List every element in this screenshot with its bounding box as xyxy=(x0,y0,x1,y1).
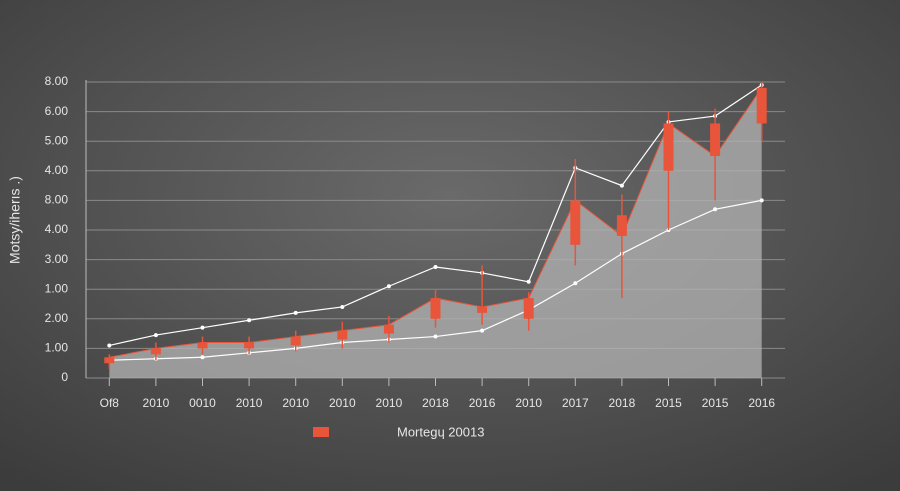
x-tick-label: 2010 xyxy=(236,396,263,410)
candle-body xyxy=(104,357,115,364)
x-tick-label: 2018 xyxy=(609,396,636,410)
x-tick-label: 0010 xyxy=(189,396,216,410)
x-tick-label: Of8 xyxy=(100,396,120,410)
trend-point xyxy=(526,279,531,284)
candle-body xyxy=(197,342,208,349)
y-tick-label: 0 xyxy=(61,370,68,384)
candle-body xyxy=(290,336,301,346)
trend-point xyxy=(480,328,485,333)
candle-body xyxy=(337,330,348,340)
trend-point xyxy=(293,310,298,315)
candle-body xyxy=(616,215,627,236)
x-tick-label: 2010 xyxy=(329,396,356,410)
candle-body xyxy=(756,87,767,124)
x-tick-label: 2010 xyxy=(143,396,170,410)
y-tick-label: 6.00 xyxy=(45,104,69,118)
y-tick-label: 2.00 xyxy=(45,311,69,325)
trend-point xyxy=(340,304,345,309)
y-tick-label: 5.00 xyxy=(45,133,69,147)
x-tick-label: 2010 xyxy=(515,396,542,410)
candle-body xyxy=(150,348,161,355)
trend-point xyxy=(247,318,252,323)
trend-point xyxy=(200,355,205,360)
x-tick-label: 2017 xyxy=(562,396,589,410)
y-tick-label: 1.00 xyxy=(45,341,69,355)
x-tick-label: 2015 xyxy=(655,396,682,410)
trend-point xyxy=(573,281,578,286)
candle-body xyxy=(663,123,674,171)
x-tick-label: 2016 xyxy=(748,396,775,410)
candle-body xyxy=(430,298,441,319)
x-tick-label: 2016 xyxy=(469,396,496,410)
trend-point xyxy=(433,334,438,339)
y-tick-label: 8.00 xyxy=(45,193,69,207)
trend-point xyxy=(107,343,112,348)
trend-point xyxy=(386,284,391,289)
trend-point xyxy=(153,333,158,338)
candle-body xyxy=(710,123,721,156)
legend-label: Mortegɥ 20013 xyxy=(397,424,484,439)
y-tick-label: 8.00 xyxy=(45,74,69,88)
x-tick-label: 2018 xyxy=(422,396,449,410)
candle-body xyxy=(477,306,488,313)
y-tick-label: 3.00 xyxy=(45,252,69,266)
trend-point xyxy=(619,183,624,188)
candle-body xyxy=(523,298,534,319)
y-tick-label: 4.00 xyxy=(45,163,69,177)
y-tick-label: 1.00 xyxy=(45,281,69,295)
x-tick-label: 2015 xyxy=(702,396,729,410)
trend-point xyxy=(759,198,764,203)
y-axis-label: Motsy/iherıs .) xyxy=(7,176,23,264)
trend-point xyxy=(713,207,718,212)
trend-point xyxy=(433,265,438,269)
candle-body xyxy=(383,324,394,334)
area xyxy=(109,87,762,379)
candle-body xyxy=(570,200,581,245)
trend-point xyxy=(200,325,205,330)
legend-swatch xyxy=(313,427,329,437)
x-tick-label: 2010 xyxy=(282,396,309,410)
candle-body xyxy=(244,342,255,349)
x-tick-label: 2010 xyxy=(376,396,403,410)
y-tick-label: 4.00 xyxy=(45,222,69,236)
